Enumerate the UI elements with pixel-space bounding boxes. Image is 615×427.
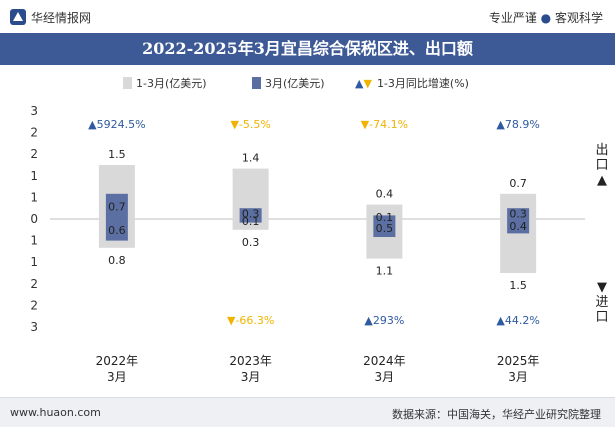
month-import-bar <box>239 219 262 223</box>
month-export-bar <box>105 193 128 219</box>
total-export-label: 0.7 <box>509 177 527 190</box>
title-bar <box>0 33 615 65</box>
export-growth-label: ▼-5.5% <box>230 118 270 131</box>
total-import-label: 1.5 <box>509 279 527 292</box>
footer-website: www.huaon.com <box>10 406 101 419</box>
import-growth-label: ▲293% <box>364 314 404 327</box>
chart-legend: 1-3月(亿美元) 3月(亿美元) ▲▼ 1-3月同比增速(%) <box>0 72 615 94</box>
top-bar: 华经情报网 专业严谨 ● 客观科学 <box>0 0 615 33</box>
month-export-label: 0.3 <box>242 208 260 221</box>
y-tick-label: 0 <box>30 212 38 226</box>
side-label-export: 出 口 ▲ <box>595 143 609 188</box>
y-tick-label: 2 <box>30 147 38 161</box>
legend-item-growth: ▲▼ 1-3月同比增速(%) <box>355 75 469 91</box>
x-category-label-line2: 3月 <box>375 370 395 384</box>
legend-swatch-month <box>252 77 261 89</box>
y-tick-label: 1 <box>30 234 38 248</box>
x-category-label-line2: 3月 <box>241 370 261 384</box>
legend-label-total: 1-3月(亿美元) <box>136 77 207 90</box>
x-category-label-line2: 3月 <box>508 370 528 384</box>
legend-up-triangle-icon: ▲ <box>355 77 364 90</box>
month-import-label: 0.5 <box>376 222 394 235</box>
legend-item-total: 1-3月(亿美元) <box>123 75 207 91</box>
x-category-label: 2024年 <box>363 354 406 368</box>
legend-label-month: 3月(亿美元) <box>265 77 325 90</box>
x-category-label: 2022年 <box>96 354 139 368</box>
footer-source: 数据来源：中国海关，华经产业研究院整理 <box>392 408 601 421</box>
chart-plot: 3 2 2 1 1 0 1 1 2 2 3 1.5 0.8 0.7 0.6 ▲5924.5% 2022年 3月 1.… <box>30 104 585 384</box>
x-category-label: 2025年 <box>497 354 540 368</box>
total-import-label: 0.3 <box>242 236 260 249</box>
chart-title: 2022-2025年3月宜昌综合保税区进、出口额 <box>142 39 473 58</box>
y-tick-label: 3 <box>30 104 38 118</box>
month-export-label: 0.1 <box>376 211 394 224</box>
side-import-arrow-icon: ▼ <box>597 280 607 295</box>
month-import-label: 0.4 <box>509 220 527 233</box>
tagline-right: 客观科学 <box>554 11 603 25</box>
footer: www.huaon.com 数据来源：中国海关，华经产业研究院整理 <box>0 397 615 427</box>
export-growth-label: ▼-74.1% <box>361 118 408 131</box>
total-import-bar <box>232 219 269 230</box>
month-export-label: 0.7 <box>108 200 126 213</box>
month-export-label: 0.3 <box>509 208 527 221</box>
legend-item-month: 3月(亿美元) <box>252 75 325 91</box>
legend-swatch-total <box>123 77 132 89</box>
y-tick-label: 1 <box>30 190 38 204</box>
legend-label-growth: 1-3月同比增速(%) <box>376 77 469 90</box>
y-tick-label: 2 <box>30 277 38 291</box>
import-growth-label: ▼-66.3% <box>227 314 274 327</box>
y-tick-label: 2 <box>30 298 38 312</box>
month-import-label: 0.1 <box>242 215 260 228</box>
side-import-char-1: 进 <box>595 295 609 310</box>
export-growth-label: ▲78.9% <box>496 118 539 131</box>
y-tick-label: 1 <box>30 169 38 183</box>
total-import-label: 0.8 <box>108 254 126 267</box>
side-import-char-2: 口 <box>595 310 609 325</box>
tagline: 专业严谨 ● 客观科学 <box>489 9 603 26</box>
month-import-bar <box>105 219 128 241</box>
month-import-bar <box>373 219 396 237</box>
legend-down-triangle-icon: ▼ <box>363 77 372 90</box>
total-export-label: 1.5 <box>108 148 126 161</box>
side-export-char-2: 口 <box>595 158 609 173</box>
total-export-label: 1.4 <box>242 152 260 165</box>
side-label-import: ▼ 进 口 <box>595 280 609 325</box>
total-import-label: 1.1 <box>376 265 394 278</box>
month-export-bar <box>239 208 262 219</box>
month-export-bar <box>373 215 396 219</box>
y-tick-label: 3 <box>30 320 38 334</box>
export-growth-label: ▲5924.5% <box>88 118 145 131</box>
y-tick-label: 1 <box>30 255 38 269</box>
x-category-label: 2023年 <box>229 354 272 368</box>
total-export-label: 0.4 <box>376 188 394 201</box>
month-import-bar <box>507 219 530 234</box>
huajing-logo-icon <box>10 9 26 25</box>
side-export-arrow-icon: ▲ <box>597 173 607 188</box>
x-category-label-line2: 3月 <box>107 370 127 384</box>
month-import-label: 0.6 <box>108 224 126 237</box>
tagline-separator: ● <box>540 11 552 25</box>
side-export-char-1: 出 <box>595 143 609 158</box>
total-export-bar <box>366 204 403 219</box>
month-export-bar <box>507 208 530 219</box>
import-growth-label: ▲44.2% <box>496 314 539 327</box>
brand-name: 华经情报网 <box>31 11 92 25</box>
tagline-left: 专业严谨 <box>488 11 537 25</box>
y-tick-label: 2 <box>30 126 38 140</box>
